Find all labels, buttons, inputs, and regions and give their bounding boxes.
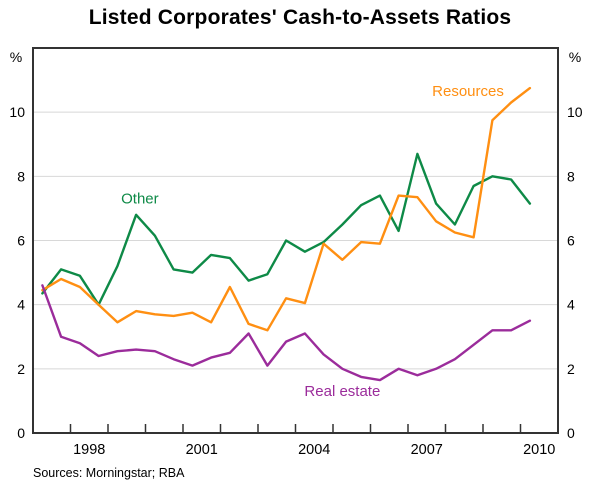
plot-border bbox=[32, 47, 559, 434]
x-label-2004: 2004 bbox=[298, 442, 330, 458]
y-label-left-0: 0 bbox=[17, 425, 25, 441]
series-label-resources: Resources bbox=[432, 83, 504, 100]
x-label-2007: 2007 bbox=[411, 442, 443, 458]
x-label-1998: 1998 bbox=[73, 442, 105, 458]
series-label-other: Other bbox=[121, 191, 159, 208]
series-line-resources bbox=[41, 86, 532, 332]
x-label-2001: 2001 bbox=[186, 442, 218, 458]
x-label-2010: 2010 bbox=[523, 442, 555, 458]
series-line-other bbox=[41, 152, 532, 306]
source-note: Sources: Morningstar; RBA bbox=[33, 466, 185, 480]
series-label-real-estate: Real estate bbox=[304, 383, 380, 400]
chart-title: Listed Corporates' Cash-to-Assets Ratios bbox=[88, 6, 512, 29]
series-line-real-estate bbox=[41, 284, 532, 382]
y-unit-right: % bbox=[569, 49, 581, 65]
y-label-left-6: 6 bbox=[17, 233, 25, 249]
y-label-right-4: 4 bbox=[567, 297, 575, 313]
y-label-left-10: 10 bbox=[9, 104, 25, 120]
y-label-left-2: 2 bbox=[17, 361, 25, 377]
y-label-right-8: 8 bbox=[567, 168, 575, 184]
y-label-right-2: 2 bbox=[567, 361, 575, 377]
y-label-left-4: 4 bbox=[17, 297, 25, 313]
y-label-left-8: 8 bbox=[17, 168, 25, 184]
y-label-right-6: 6 bbox=[567, 233, 575, 249]
y-label-right-0: 0 bbox=[567, 425, 575, 441]
y-unit-left: % bbox=[10, 49, 22, 65]
y-label-right-10: 10 bbox=[567, 104, 583, 120]
